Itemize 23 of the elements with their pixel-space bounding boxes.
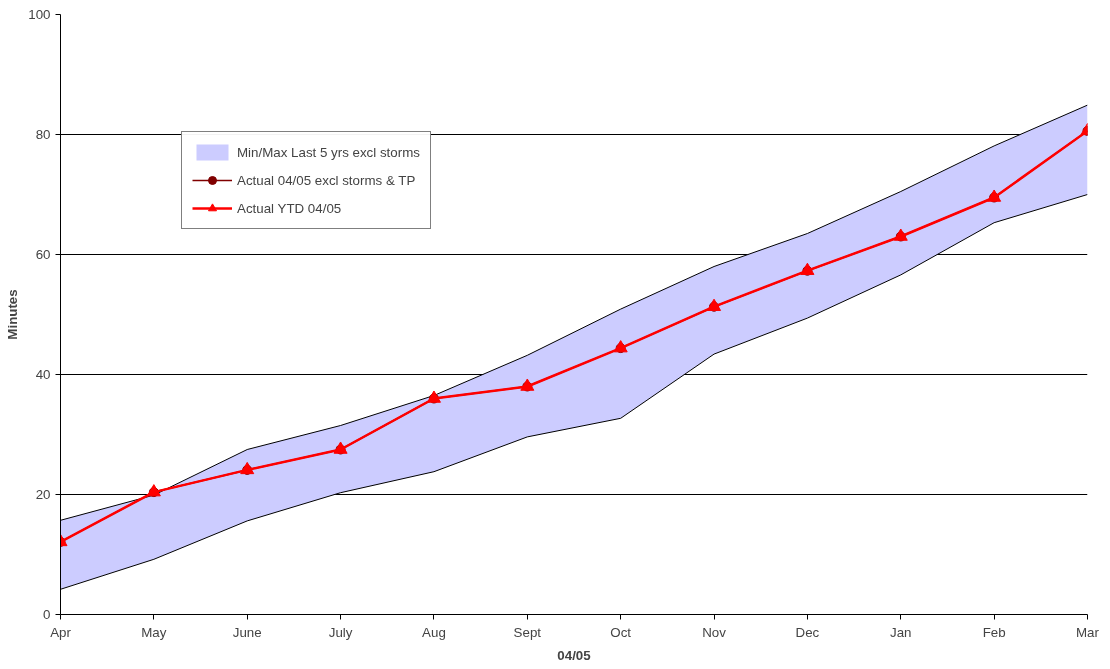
x-tick-label: May: [141, 624, 167, 640]
y-tick-label: 0: [43, 607, 51, 622]
x-tick-label: Jan: [890, 624, 912, 640]
x-tick-label: July: [328, 624, 353, 640]
y-axis-title: Minutes: [5, 289, 21, 340]
x-tick-label: Apr: [50, 624, 72, 640]
x-tick-label: June: [232, 624, 262, 640]
legend-label: Actual 04/05 excl storms & TP: [237, 172, 416, 188]
x-tick-label: Feb: [982, 624, 1006, 640]
y-tick-label: 20: [35, 487, 51, 502]
legend-label: Actual YTD 04/05: [237, 200, 342, 216]
x-tick-label: Sept: [513, 624, 542, 640]
x-axis-title: 04/05: [557, 647, 592, 663]
y-tick-label: 60: [35, 247, 51, 262]
x-tick-label: Mar: [1076, 624, 1100, 640]
x-tick-label: Nov: [702, 624, 727, 640]
x-tick-label: Dec: [795, 624, 820, 640]
x-tick-label: Oct: [610, 624, 632, 640]
y-tick-label: 80: [35, 127, 51, 142]
legend-label: Min/Max Last 5 yrs excl storms: [237, 144, 420, 160]
x-tick-label: Aug: [422, 624, 446, 640]
y-tick-label: 40: [35, 367, 51, 382]
y-tick-label: 100: [28, 7, 51, 22]
